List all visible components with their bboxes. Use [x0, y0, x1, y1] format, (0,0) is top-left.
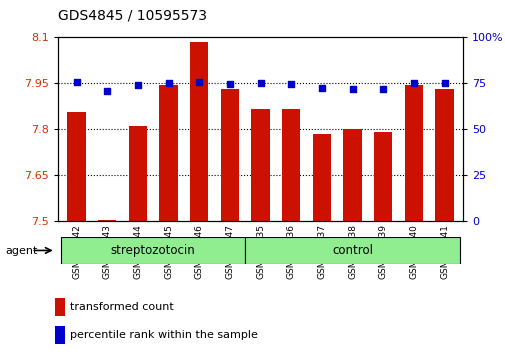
Bar: [128, 126, 147, 221]
Bar: [55, 298, 65, 316]
Point: [409, 80, 417, 86]
Bar: [404, 85, 422, 221]
Point: [348, 86, 356, 92]
Text: streptozotocin: streptozotocin: [111, 244, 195, 257]
Bar: [55, 326, 65, 344]
Point: [287, 81, 295, 87]
Text: transformed count: transformed count: [70, 302, 174, 312]
Point: [164, 80, 172, 86]
Bar: [312, 134, 330, 221]
Text: control: control: [331, 244, 372, 257]
Bar: [190, 42, 208, 221]
Point: [378, 86, 386, 92]
Point: [134, 82, 142, 88]
Point: [225, 81, 233, 87]
Text: agent: agent: [5, 246, 37, 256]
Bar: [434, 89, 453, 221]
Text: GDS4845 / 10595573: GDS4845 / 10595573: [58, 9, 207, 23]
Bar: [373, 132, 392, 221]
Bar: [343, 129, 361, 221]
Point: [256, 80, 264, 86]
Bar: [67, 112, 86, 221]
Text: percentile rank within the sample: percentile rank within the sample: [70, 330, 258, 341]
Bar: [220, 89, 239, 221]
FancyBboxPatch shape: [245, 237, 459, 264]
Point: [440, 80, 448, 86]
Point: [195, 79, 203, 85]
Bar: [251, 109, 269, 221]
Bar: [159, 85, 177, 221]
Point: [103, 88, 111, 94]
Point: [317, 85, 325, 91]
FancyBboxPatch shape: [61, 237, 245, 264]
Bar: [98, 220, 116, 221]
Bar: [281, 109, 300, 221]
Point: [72, 79, 80, 85]
